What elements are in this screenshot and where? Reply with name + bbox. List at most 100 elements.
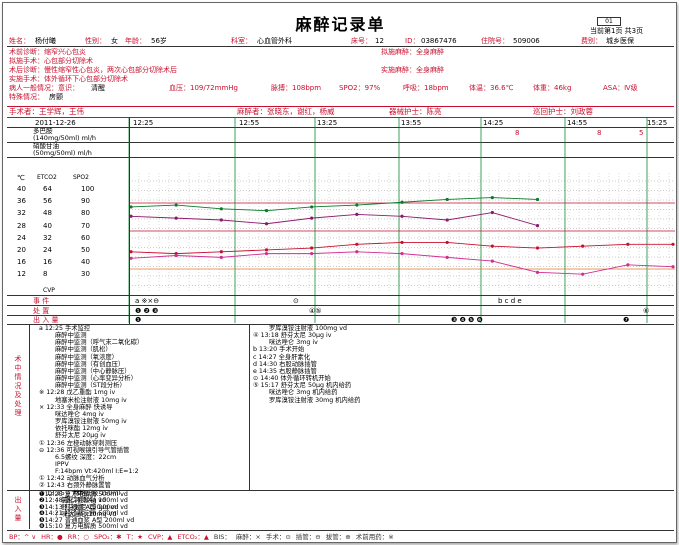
legend-item-11: 拔管：⊕ [325,533,351,541]
series-point-1-1 [174,216,178,220]
series-point-1-3 [264,222,269,226]
axis-tick-s-7: 30 [81,270,90,279]
axis-tick-e-0: 64 [43,185,52,193]
left-column-rule [29,324,30,529]
series-point-2-6 [400,240,404,245]
header-divider [7,46,674,47]
series-point-3-7 [445,255,449,259]
treatment-marks-end: ⑥ [643,307,650,315]
axis-tick-c-6: 16 [17,258,26,267]
series-point-0-3 [264,209,269,213]
page-count: 当前第1页 共3页 [590,27,644,35]
events-marks-mid: ⊙ [293,297,299,305]
anesthesiologist: 麻醉者：张晓东，谢红，杨威 [237,107,335,116]
admission-value: 509006 [513,37,540,45]
notes-column-rule [249,324,250,490]
series-point-2-4 [310,246,314,250]
consciousness-value: 清醒 [91,84,105,92]
treatment-row-label: 处 置 [33,307,50,315]
axis-tick-c-1: 36 [17,197,26,206]
series-point-0-7 [445,197,449,202]
vital-signs-chart [128,118,675,323]
actual-anesthesia: 实施麻醉：全身麻醉 [381,66,444,74]
io-marks-start: ❶ [135,316,142,324]
age-label: 年龄： [125,37,146,45]
series-point-2-0 [129,250,133,254]
series-point-2-8 [490,244,494,248]
series-line-0 [130,197,538,212]
weight-reading: 体重：46kg [533,84,572,92]
drip-value-2: 8 [597,129,602,137]
record-date: 2011-12-26 [35,119,76,127]
series-point-2-11 [626,242,630,246]
series-point-2-9 [535,246,540,250]
circulating-nurse: 巡回护士：刘政蓉 [533,107,593,116]
axis-tick-e-5: 24 [43,246,52,254]
staff-top-rule [7,106,674,107]
series-line-1 [130,212,538,227]
patient-name-label: 姓名： [9,37,30,45]
series-point-3-10 [581,272,585,276]
nitroglycerin-label: 硝酸甘油 (50mg/50ml) ml/h [33,142,92,157]
series-point-1-2 [219,218,223,222]
id-value: 03867476 [421,37,457,45]
time-5: 14:55 [567,119,588,127]
etco2-axis-label: ETCO2 [37,174,57,181]
axis-tick-s-0: 100 [81,185,95,193]
drip-value-1: 8 [515,129,520,137]
legend-item-7: BIS： [213,533,231,541]
time-1: 12:55 [239,119,260,127]
events-marks-end: b c d e [498,297,522,305]
series-point-1-7 [445,218,449,222]
drip-row-rule [7,142,674,143]
drip-bottom-rule [7,157,674,158]
series-point-3-1 [174,253,178,258]
io-marks-mid: ❸ ❹ ❺ ❻ [451,316,483,324]
id-label: ID： [405,37,420,45]
legend-item-10: 插管：⊖ [295,533,321,541]
dopamine-label: 多巴胺 (140mg/50ml) ml/h [33,127,97,142]
axis-tick-e-6: 16 [43,258,52,267]
events-row1-rule [7,305,674,306]
io-top-rule [7,490,674,491]
actual-operation: 实施手术：体外循环下心包部分切除术 [9,75,128,83]
series-point-3-9 [535,270,540,274]
pre-op-diagnosis: 术前诊断：缩窄兴心包炎 [9,48,86,56]
symbol-legend: BP：^ ∨ HR：● RR：○ SPO₂：✱ T：★ CVP：▲ ETCO₂：▲ BIS： 麻… [9,533,399,541]
events-marks-start: a ※×⊖ [135,297,160,305]
celsius-axis-label: ℃ [17,174,25,182]
events-top-rule [7,295,674,296]
series-point-0-4 [310,205,314,209]
bed-value: 12 [375,37,384,45]
io-section-label: 出入量 [14,496,22,523]
bp-reading: 血压：109/72mmHg [169,84,238,92]
patient-name: 杨付曦 [35,37,56,45]
scrub-nurse: 器械护士：陈亮 [389,107,442,116]
series-point-3-2 [219,255,223,259]
series-point-2-7 [445,240,449,245]
series-point-0-8 [490,195,494,200]
treatment-marks-mid: ④⑤ [309,307,322,315]
special-label: 特殊情况： [9,93,44,101]
axis-tick-s-3: 70 [81,221,90,230]
general-condition-label: 病人一般情况：意识： [9,84,79,92]
series-point-3-11 [626,263,630,267]
legend-item-4: T：★ [126,533,143,541]
legend-item-5: CVP：▲ [147,533,173,541]
legend-item-6: ETCO₂：▲ [177,533,209,541]
label-column-rule [129,117,130,324]
pulse-reading: 脉搏：108bpm [271,84,322,92]
legend-item-0: BP：^ ∨ [9,533,37,541]
surgeon: 手术者：王学辉，王伟 [9,107,84,116]
axis-tick-e-7: 8 [43,270,48,279]
legend-item-3: SPO₂：✱ [93,533,122,541]
series-point-3-4 [310,252,314,256]
series-point-0-6 [400,200,404,204]
axis-tick-c-0: 40 [17,185,26,193]
special-value: 房颤 [49,93,63,101]
series-point-3-5 [355,250,359,254]
axis-tick-e-2: 48 [43,209,52,218]
axis-tick-e-4: 32 [43,233,52,242]
series-point-3-3 [264,252,269,256]
time-0: 12:25 [133,119,154,127]
